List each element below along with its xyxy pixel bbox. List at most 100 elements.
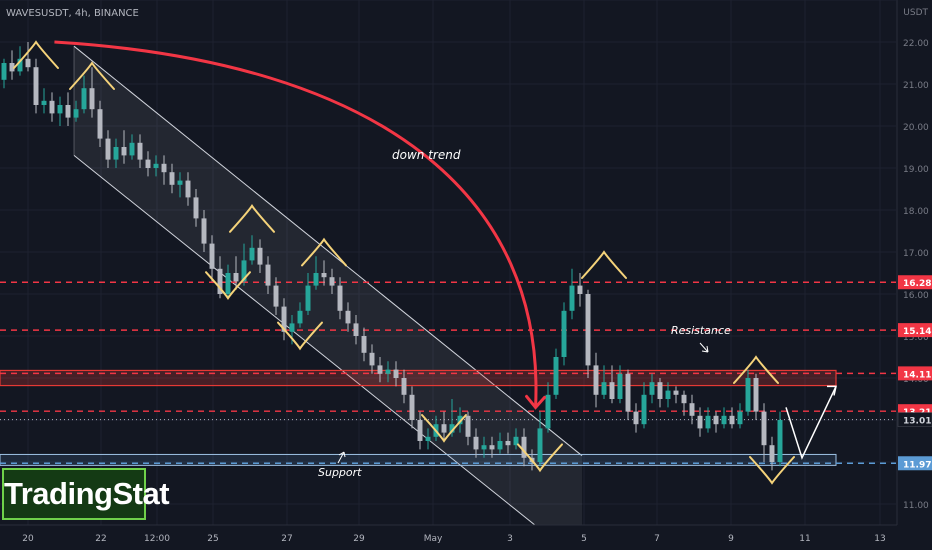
candle-body	[409, 394, 415, 420]
time-tick-label: 25	[207, 534, 218, 544]
candle-body	[457, 415, 463, 425]
candle-body	[377, 365, 383, 374]
candle-body	[233, 273, 239, 282]
candle-body	[753, 378, 759, 412]
candle-body	[769, 445, 775, 462]
candle-body	[561, 310, 567, 357]
swing-bottom-marker	[517, 443, 563, 473]
candle-body	[721, 415, 727, 425]
candle-body	[193, 197, 199, 219]
price-levels	[0, 281, 896, 464]
resistance-label: Resistance	[671, 324, 731, 337]
price-level-tag-label: 11.97	[903, 460, 931, 470]
swing-top-marker	[301, 237, 347, 267]
candle-body	[97, 109, 103, 139]
time-tick-label: 12:00	[144, 534, 170, 544]
price-tick-label: 17.00	[903, 249, 929, 259]
swing-bottom-marker	[749, 456, 795, 485]
time-tick-label: 27	[281, 534, 292, 544]
candle-body	[249, 247, 255, 261]
channel-fill	[74, 46, 582, 550]
swing-bottom-marker	[205, 271, 251, 301]
candle-body	[745, 378, 751, 412]
candle-body	[169, 172, 175, 185]
candle-body	[577, 285, 583, 294]
candle-body	[657, 382, 663, 399]
candle-body	[481, 445, 487, 450]
swing-top-marker	[69, 61, 115, 90]
candle-body	[449, 424, 455, 433]
price-tick-label: 18.00	[903, 207, 929, 217]
swing-bottom-marker	[277, 321, 323, 351]
candle-body	[497, 441, 503, 450]
candle-body	[361, 336, 367, 353]
candle-body	[641, 394, 647, 425]
candle-body	[369, 352, 375, 366]
annotations: down trend Resistance Support	[318, 148, 731, 479]
candle-body	[537, 428, 543, 462]
price-level-tag	[898, 323, 932, 338]
swing-top-marker	[229, 203, 275, 233]
candle-body	[345, 310, 351, 324]
candle-body	[393, 369, 399, 378]
candle-body	[601, 382, 607, 395]
candle-body	[337, 285, 343, 311]
candle-body	[225, 273, 231, 294]
swing-top-marker	[733, 355, 779, 384]
price-tick-label: 21.00	[903, 81, 929, 91]
candle-body	[777, 420, 783, 462]
price-tick-label: 16.00	[903, 291, 929, 301]
candle-body	[617, 373, 623, 399]
price-tick-label: 20.00	[903, 123, 929, 133]
candle-body	[585, 294, 591, 366]
candle-body	[761, 411, 767, 446]
candle-body	[609, 382, 615, 399]
candle-body	[177, 180, 183, 185]
candle-body	[241, 260, 247, 282]
projection-arrowhead	[827, 385, 837, 396]
candle-body	[145, 159, 151, 168]
support-zone	[0, 453, 837, 466]
time-tick-label: May	[424, 534, 443, 544]
candle-body	[33, 67, 39, 105]
candle-body	[289, 323, 295, 332]
candle-body	[105, 138, 111, 160]
tradingstat-logo: TradingStat	[2, 468, 170, 520]
candle-body	[649, 382, 655, 395]
candle-body	[329, 277, 335, 286]
price-axis[interactable]: 22.00 21.00 20.00 19.00 18.00 17.00 16.00 15.00…	[896, 0, 932, 525]
price-level-tag	[897, 412, 932, 427]
candle-body	[321, 273, 327, 278]
price-tick-label: 15.00	[903, 333, 929, 343]
candle-body	[153, 163, 159, 168]
time-tick-label: 13	[874, 534, 885, 544]
candle-body	[401, 378, 407, 395]
candle-body	[713, 415, 719, 425]
candle-body	[185, 180, 191, 198]
channel-lower-line	[73, 155, 567, 550]
time-tick-label: 5	[581, 534, 587, 544]
candle-body	[385, 369, 391, 374]
candle-body	[17, 58, 23, 72]
price-level-tag-label: 16.28	[903, 279, 931, 289]
candle-body	[729, 415, 735, 425]
channel-upper-line	[73, 45, 583, 457]
candle-body	[201, 218, 207, 244]
price-level-tag-label: 15.14	[903, 327, 931, 337]
candle-body	[489, 445, 495, 450]
candle-body	[129, 142, 135, 156]
candle-body	[25, 58, 31, 68]
candles	[1, 42, 783, 471]
candle-body	[161, 163, 167, 173]
candle-body	[217, 268, 223, 294]
support-pointer	[337, 451, 346, 464]
candle-body	[265, 264, 271, 286]
price-tick-label: 11.00	[903, 501, 929, 511]
time-tick-label: 29	[353, 534, 365, 544]
time-axis[interactable]: 20 22 12:00 25 27 29 May 3 5 7 9 11 13	[0, 524, 932, 550]
price-tick-label: 19.00	[903, 165, 929, 175]
candle-body	[545, 394, 551, 429]
down-trend-arrowhead	[525, 394, 547, 410]
time-tick-label: 3	[507, 534, 513, 544]
